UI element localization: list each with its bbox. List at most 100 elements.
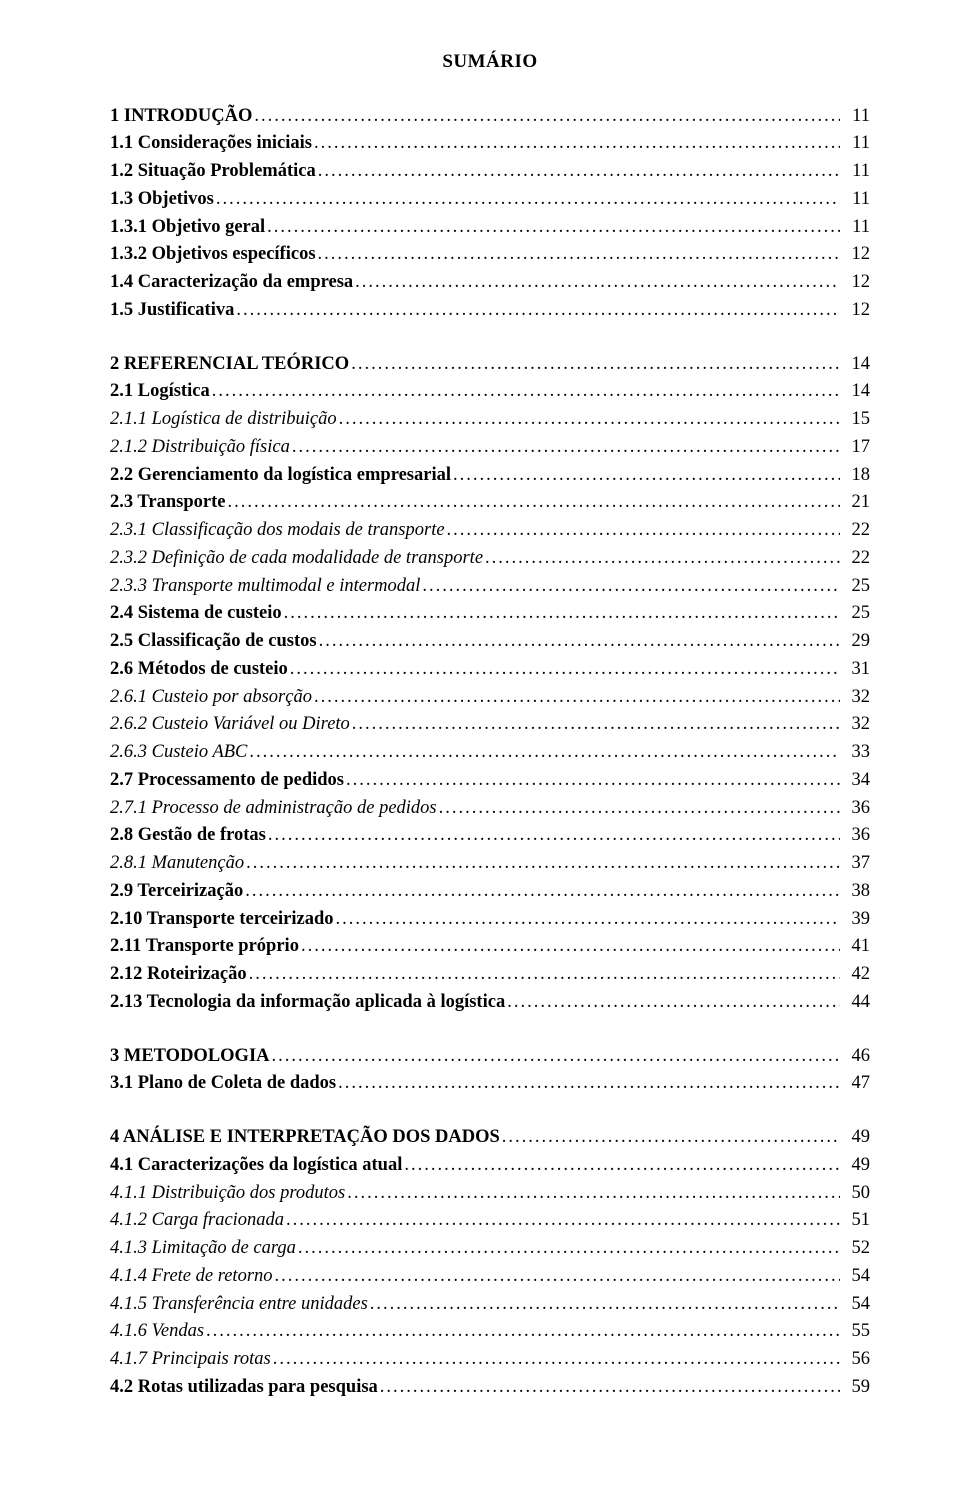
toc-label: 1.1 Considerações iniciais — [110, 130, 312, 158]
toc-row: 4.1.7 Principais rotas 56 — [110, 1346, 870, 1374]
toc-row: 2.9 Terceirização38 — [110, 878, 870, 906]
toc-row: 4 ANÁLISE E INTERPRETAÇÃO DOS DADOS49 — [110, 1124, 870, 1152]
toc-row: 2.8 Gestão de frotas36 — [110, 822, 870, 850]
toc-leader-dots — [254, 103, 840, 131]
toc-label: 2.5 Classificação de custos — [110, 628, 317, 656]
toc-label: 1.4 Caracterização da empresa — [110, 269, 353, 297]
toc-page-number: 21 — [842, 489, 870, 517]
toc-row: 1.5 Justificativa 12 — [110, 297, 870, 325]
toc-label: 2.12 Roteirização — [110, 961, 247, 989]
toc-row: 4.2 Rotas utilizadas para pesquisa 59 — [110, 1374, 870, 1402]
toc-row: 2.1.1 Logística de distribuição15 — [110, 406, 870, 434]
toc-page-number: 47 — [842, 1070, 870, 1098]
toc-page-number: 36 — [842, 822, 870, 850]
toc-row: 2.1 Logística14 — [110, 378, 870, 406]
toc-row: 4.1.5 Transferência entre unidades54 — [110, 1291, 870, 1319]
toc-page-number: 11 — [842, 186, 870, 214]
toc-leader-dots — [245, 878, 840, 906]
toc-row: 2.7.1 Processo de administração de pedid… — [110, 795, 870, 823]
toc-page-number: 54 — [842, 1263, 870, 1291]
toc-leader-dots — [236, 297, 840, 325]
toc-row: 2.6.1 Custeio por absorção32 — [110, 684, 870, 712]
toc-row: 4.1.6 Vendas55 — [110, 1318, 870, 1346]
toc-leader-dots — [227, 489, 840, 517]
toc-leader-dots — [346, 767, 840, 795]
toc-page-number: 56 — [842, 1346, 870, 1374]
toc-label: 2.3.2 Definição de cada modalidade de tr… — [110, 545, 483, 573]
toc-page-number: 12 — [842, 297, 870, 325]
toc-page-number: 14 — [842, 351, 870, 379]
toc-page-number: 22 — [842, 517, 870, 545]
toc-row: 2.5 Classificação de custos29 — [110, 628, 870, 656]
toc-row: 2.4 Sistema de custeio25 — [110, 600, 870, 628]
toc-leader-dots — [380, 1374, 840, 1402]
toc-label: 2.6.2 Custeio Variável ou Direto — [110, 711, 350, 739]
toc-leader-dots — [439, 795, 840, 823]
toc-row: 2.3.2 Definição de cada modalidade de tr… — [110, 545, 870, 573]
toc-page-number: 52 — [842, 1235, 870, 1263]
toc-label: 4.1.6 Vendas — [110, 1318, 204, 1346]
toc-page-number: 59 — [842, 1374, 870, 1402]
toc-label: 4.1.4 Frete de retorno — [110, 1263, 273, 1291]
toc-leader-dots — [275, 1263, 840, 1291]
toc-block: 1 INTRODUÇÃO111.1 Considerações iniciais… — [110, 103, 870, 325]
toc-label: 4.2 Rotas utilizadas para pesquisa — [110, 1374, 378, 1402]
toc-row: 4.1.3 Limitação de carga 52 — [110, 1235, 870, 1263]
toc-leader-dots — [290, 656, 840, 684]
toc-label: 2 REFERENCIAL TEÓRICO — [110, 351, 349, 379]
toc-page-number: 41 — [842, 933, 870, 961]
toc-label: 2.10 Transporte terceirizado — [110, 906, 334, 934]
toc-row: 2.12 Roteirização42 — [110, 961, 870, 989]
toc-page-number: 18 — [842, 462, 870, 490]
toc-leader-dots — [338, 1070, 840, 1098]
toc-row: 4.1.1 Distribuição dos produtos50 — [110, 1180, 870, 1208]
toc-leader-dots — [292, 434, 840, 462]
toc-row: 2 REFERENCIAL TEÓRICO 14 — [110, 351, 870, 379]
toc-label: 2.1.2 Distribuição física — [110, 434, 290, 462]
toc-page-number: 31 — [842, 656, 870, 684]
toc-page-number: 46 — [842, 1043, 870, 1071]
toc-page-number: 15 — [842, 406, 870, 434]
toc-row: 1 INTRODUÇÃO11 — [110, 103, 870, 131]
toc-row: 4.1.4 Frete de retorno 54 — [110, 1263, 870, 1291]
toc-row: 2.6 Métodos de custeio31 — [110, 656, 870, 684]
toc-page-number: 25 — [842, 600, 870, 628]
toc-label: 2.6.3 Custeio ABC — [110, 739, 247, 767]
toc-label: 4.1.7 Principais rotas — [110, 1346, 271, 1374]
toc-page-number: 32 — [842, 711, 870, 739]
toc-row: 1.1 Considerações iniciais11 — [110, 130, 870, 158]
toc-label: 2.13 Tecnologia da informação aplicada à… — [110, 989, 505, 1017]
toc-row: 2.8.1 Manutenção37 — [110, 850, 870, 878]
toc-row: 2.7 Processamento de pedidos34 — [110, 767, 870, 795]
toc-page-number: 33 — [842, 739, 870, 767]
toc-leader-dots — [301, 933, 840, 961]
toc-leader-dots — [267, 214, 840, 242]
toc-page-number: 49 — [842, 1152, 870, 1180]
toc-leader-dots — [318, 158, 840, 186]
toc-label: 1.5 Justificativa — [110, 297, 234, 325]
toc-row: 2.1.2 Distribuição física 17 — [110, 434, 870, 462]
toc-page-number: 39 — [842, 906, 870, 934]
toc-row: 2.13 Tecnologia da informação aplicada à… — [110, 989, 870, 1017]
toc-leader-dots — [318, 241, 840, 269]
toc-row: 2.6.3 Custeio ABC 33 — [110, 739, 870, 767]
toc-leader-dots — [319, 628, 840, 656]
toc-label: 4.1.3 Limitação de carga — [110, 1235, 296, 1263]
toc-label: 2.7 Processamento de pedidos — [110, 767, 344, 795]
toc-page-number: 54 — [842, 1291, 870, 1319]
toc-leader-dots — [352, 711, 840, 739]
toc-leader-dots — [447, 517, 840, 545]
toc-label: 4.1 Caracterizações da logística atual — [110, 1152, 402, 1180]
toc-page-number: 17 — [842, 434, 870, 462]
toc-leader-dots — [212, 378, 840, 406]
toc-row: 2.3 Transporte21 — [110, 489, 870, 517]
toc-label: 1.3 Objetivos — [110, 186, 214, 214]
toc-leader-dots — [272, 1043, 841, 1071]
toc-leader-dots — [286, 1207, 840, 1235]
toc-leader-dots — [351, 351, 840, 379]
toc-page-number: 49 — [842, 1124, 870, 1152]
table-of-contents: 1 INTRODUÇÃO111.1 Considerações iniciais… — [110, 103, 870, 1402]
toc-label: 3.1 Plano de Coleta de dados — [110, 1070, 336, 1098]
toc-label: 2.3.1 Classificação dos modais de transp… — [110, 517, 445, 545]
toc-row: 2.6.2 Custeio Variável ou Direto 32 — [110, 711, 870, 739]
